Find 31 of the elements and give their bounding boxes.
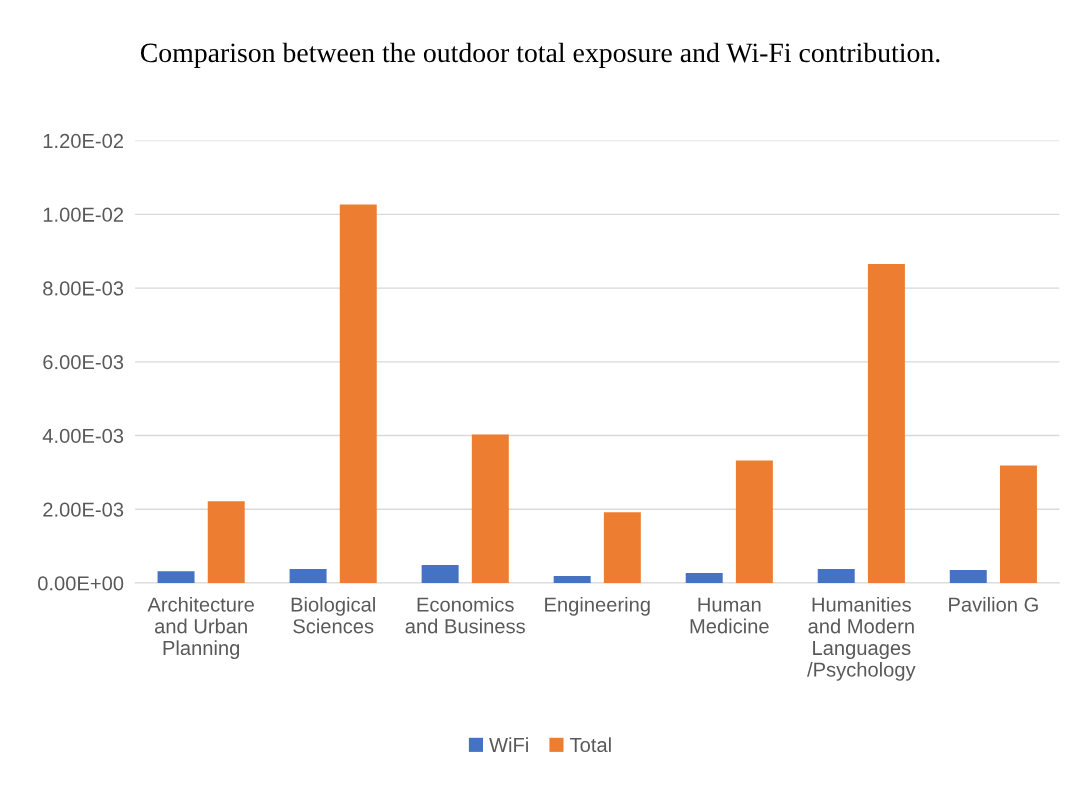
x-tick-label: Humanities and Modern Languages /Psychology bbox=[807, 596, 916, 681]
bar bbox=[735, 460, 773, 584]
bar bbox=[421, 564, 459, 584]
y-tick-label: 1.20E-02 bbox=[43, 133, 124, 149]
y-tick-label: 4.00E-03 bbox=[42, 428, 124, 444]
bar bbox=[471, 434, 509, 584]
y-tick-label: 2.00E-03 bbox=[43, 502, 124, 517]
bar bbox=[817, 569, 855, 584]
legend-label: WiFi bbox=[489, 737, 528, 752]
x-tick-label: Engineering bbox=[545, 596, 650, 616]
x-tick-label: Economics and Business bbox=[405, 596, 525, 634]
bar bbox=[999, 465, 1037, 584]
bar bbox=[685, 573, 723, 584]
x-tick-label: Biological Sciences bbox=[291, 596, 375, 634]
bar bbox=[339, 204, 377, 584]
y-tick-label: 8.00E-03 bbox=[43, 281, 124, 296]
bar bbox=[553, 576, 591, 584]
x-tick-label: Human Medicine bbox=[690, 597, 769, 634]
bar bbox=[603, 512, 641, 584]
x-tick-label: Pavilion G bbox=[949, 596, 1038, 612]
chart-title: Comparison between the outdoor total exposure and Wi-Fi contribution. bbox=[140, 42, 940, 68]
y-tick-label: 6.00E-03 bbox=[43, 355, 124, 370]
y-tick-label: 0.00E+00 bbox=[38, 576, 124, 591]
y-tick-label: 1.00E-02 bbox=[43, 207, 124, 222]
x-tick-label: Architecture and Urban Planning bbox=[147, 596, 254, 660]
bar bbox=[207, 501, 245, 584]
bar bbox=[867, 264, 905, 584]
bar bbox=[157, 571, 195, 584]
bar bbox=[289, 569, 327, 584]
legend-label: Total bbox=[570, 737, 611, 753]
bar bbox=[949, 570, 987, 584]
